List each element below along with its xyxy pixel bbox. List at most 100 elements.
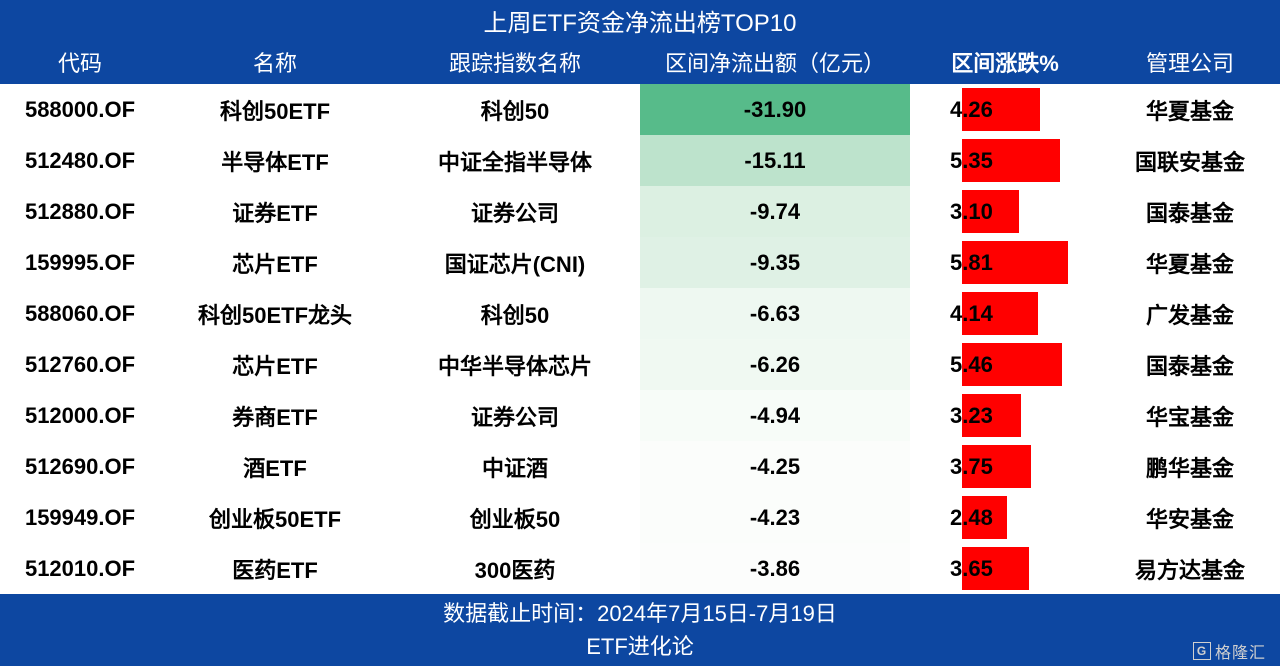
cell-pct: 3.23 xyxy=(910,390,1100,441)
table-row: 512000.OF券商ETF证券公司 -4.94 3.23 华宝基金 xyxy=(0,390,1280,441)
cell-pct: 3.10 xyxy=(910,186,1100,237)
cell-name: 芯片ETF xyxy=(160,247,390,279)
outflow-value: -31.90 xyxy=(744,97,806,123)
outflow-value: -15.11 xyxy=(744,148,805,174)
pct-value: 5.35 xyxy=(950,148,993,174)
pct-value: 4.14 xyxy=(950,301,993,327)
outflow-value: -6.26 xyxy=(750,352,800,378)
col-header-mgr: 管理公司 xyxy=(1100,46,1280,78)
pct-value: 4.26 xyxy=(950,97,993,123)
cell-index: 科创50 xyxy=(390,94,640,126)
cell-name: 证券ETF xyxy=(160,196,390,228)
pct-value: 3.23 xyxy=(950,403,993,429)
cell-index: 国证芯片(CNI) xyxy=(390,247,640,279)
cell-pct: 5.81 xyxy=(910,237,1100,288)
cell-mgr: 华宝基金 xyxy=(1100,400,1280,432)
table-row: 159949.OF创业板50ETF创业板50-4.232.48华安基金 xyxy=(0,492,1280,543)
cell-index: 创业板50 xyxy=(390,502,640,534)
cell-mgr: 易方达基金 xyxy=(1100,553,1280,585)
cell-pct: 2.48 xyxy=(910,492,1100,543)
cell-outflow: -9.35 xyxy=(640,237,910,288)
pct-value: 3.75 xyxy=(950,454,993,480)
footer-line2: ETF进化论 xyxy=(586,630,694,663)
outflow-value: -4.94 xyxy=(750,403,800,429)
col-header-pct: 区间涨跌% xyxy=(910,40,1100,84)
cell-name: 科创50ETF龙头 xyxy=(160,298,390,330)
cell-name: 券商ETF xyxy=(160,400,390,432)
cell-mgr: 华夏基金 xyxy=(1100,247,1280,279)
cell-code: 512760.OF xyxy=(0,352,160,378)
col-header-index: 跟踪指数名称 xyxy=(390,46,640,78)
cell-name: 酒ETF xyxy=(160,451,390,483)
cell-name: 科创50ETF xyxy=(160,94,390,126)
outflow-value: -4.25 xyxy=(750,454,800,480)
cell-mgr: 广发基金 xyxy=(1100,298,1280,330)
cell-name: 芯片ETF xyxy=(160,349,390,381)
cell-pct: 5.46 xyxy=(910,339,1100,390)
cell-code: 159995.OF xyxy=(0,250,160,276)
cell-outflow: -15.11 xyxy=(640,135,910,186)
cell-outflow: -4.94 xyxy=(640,390,910,441)
cell-outflow: -6.26 xyxy=(640,339,910,390)
outflow-value: -9.74 xyxy=(750,199,800,225)
col-header-code: 代码 xyxy=(0,46,160,78)
cell-pct: 4.26 xyxy=(910,84,1100,135)
pct-value: 2.48 xyxy=(950,505,993,531)
cell-index: 中证酒 xyxy=(390,451,640,483)
cell-outflow: -31.90 xyxy=(640,84,910,135)
col-header-outflow: 区间净流出额（亿元） xyxy=(640,40,910,84)
cell-name: 医药ETF xyxy=(160,553,390,585)
table-row: 512880.OF证券ETF证券公司 -9.74 3.10 国泰基金 xyxy=(0,186,1280,237)
outflow-value: -6.63 xyxy=(750,301,800,327)
watermark-icon: G xyxy=(1193,642,1211,660)
cell-name: 半导体ETF xyxy=(160,145,390,177)
cell-index: 中证全指半导体 xyxy=(390,145,640,177)
cell-mgr: 华安基金 xyxy=(1100,502,1280,534)
cell-outflow: -3.86 xyxy=(640,543,910,594)
cell-index: 科创50 xyxy=(390,298,640,330)
watermark: G 格隆汇 xyxy=(1193,639,1266,663)
cell-code: 512880.OF xyxy=(0,199,160,225)
cell-outflow: -4.23 xyxy=(640,492,910,543)
pct-value: 3.10 xyxy=(950,199,993,225)
table-title: 上周ETF资金净流出榜TOP10 xyxy=(0,0,1280,40)
cell-mgr: 鹏华基金 xyxy=(1100,451,1280,483)
table-container: 上周ETF资金净流出榜TOP10 代码 名称 跟踪指数名称 区间净流出额（亿元）… xyxy=(0,0,1280,669)
cell-index: 证券公司 xyxy=(390,400,640,432)
outflow-value: -4.23 xyxy=(750,505,800,531)
table-footer: 数据截止时间：2024年7月15日-7月19日 ETF进化论 xyxy=(0,594,1280,666)
pct-value: 3.65 xyxy=(950,556,993,582)
cell-pct: 3.75 xyxy=(910,441,1100,492)
table-row: 512760.OF芯片ETF中华半导体芯片 -6.26 5.46 国泰基金 xyxy=(0,339,1280,390)
col-header-name: 名称 xyxy=(160,46,390,78)
cell-code: 159949.OF xyxy=(0,505,160,531)
footer-line1: 数据截止时间：2024年7月15日-7月19日 xyxy=(443,597,837,630)
cell-index: 300医药 xyxy=(390,553,640,585)
table-body: 588000.OF科创50ETF科创50-31.904.26华夏基金512480… xyxy=(0,84,1280,594)
cell-mgr: 国联安基金 xyxy=(1100,145,1280,177)
table-row: 588060.OF科创50ETF龙头科创50 -6.63 4.14 广发基金 xyxy=(0,288,1280,339)
outflow-value: -3.86 xyxy=(750,556,800,582)
cell-mgr: 国泰基金 xyxy=(1100,349,1280,381)
pct-value: 5.46 xyxy=(950,352,993,378)
table-row: 512690.OF酒ETF中证酒 -4.25 3.75 鹏华基金 xyxy=(0,441,1280,492)
cell-mgr: 国泰基金 xyxy=(1100,196,1280,228)
cell-code: 512690.OF xyxy=(0,454,160,480)
cell-outflow: -4.25 xyxy=(640,441,910,492)
cell-code: 588060.OF xyxy=(0,301,160,327)
cell-code: 512480.OF xyxy=(0,148,160,174)
cell-mgr: 华夏基金 xyxy=(1100,94,1280,126)
cell-index: 中华半导体芯片 xyxy=(390,349,640,381)
cell-pct: 3.65 xyxy=(910,543,1100,594)
pct-value: 5.81 xyxy=(950,250,993,276)
cell-pct: 5.35 xyxy=(910,135,1100,186)
cell-code: 512000.OF xyxy=(0,403,160,429)
watermark-text: 格隆汇 xyxy=(1215,639,1266,663)
cell-index: 证券公司 xyxy=(390,196,640,228)
cell-outflow: -9.74 xyxy=(640,186,910,237)
outflow-value: -9.35 xyxy=(750,250,800,276)
table-row: 512480.OF半导体ETF中证全指半导体 -15.11 5.35 国联安基金 xyxy=(0,135,1280,186)
cell-outflow: -6.63 xyxy=(640,288,910,339)
table-row: 512010.OF医药ETF300医药-3.863.65易方达基金 xyxy=(0,543,1280,594)
cell-pct: 4.14 xyxy=(910,288,1100,339)
